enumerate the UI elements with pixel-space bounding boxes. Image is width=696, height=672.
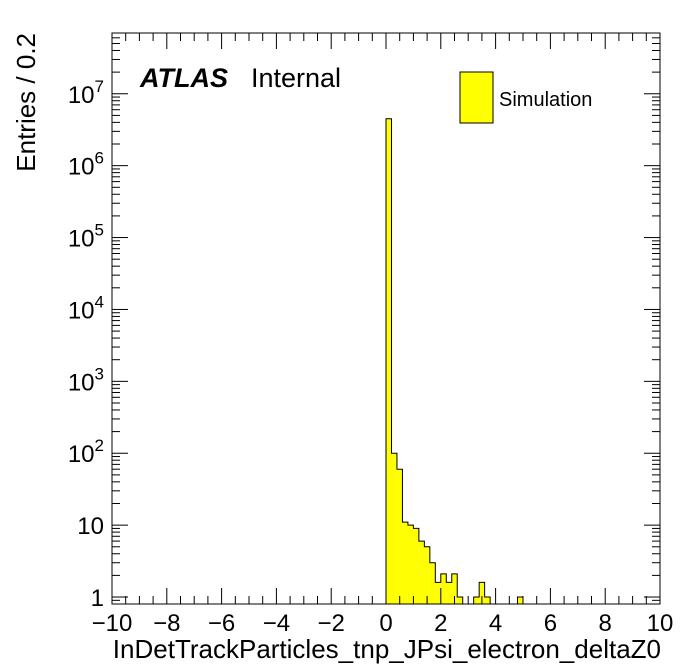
histogram-bar	[457, 597, 463, 604]
histogram-bar	[418, 541, 425, 604]
x-tick-label: 8	[599, 610, 612, 637]
histogram-bar	[451, 573, 458, 604]
histogram-bar	[386, 118, 392, 604]
histogram-bar	[424, 546, 430, 604]
y-tick-label: 105	[68, 221, 104, 253]
y-tick-label: 107	[68, 77, 104, 109]
y-tick-label: 104	[68, 292, 104, 324]
x-tick-label: 6	[544, 610, 557, 637]
x-tick-label: 2	[434, 610, 447, 637]
histogram-bar	[402, 522, 408, 604]
x-axis-title: InDetTrackParticles_tnp_JPsi_electron_de…	[113, 634, 661, 664]
y-tick-label: 106	[68, 149, 104, 181]
legend-label: Simulation	[499, 89, 592, 111]
histogram-bar	[435, 582, 441, 604]
histogram-bar	[396, 469, 403, 604]
x-tick-label: 4	[489, 610, 502, 637]
histogram-bar	[446, 582, 452, 604]
x-tick-label: −8	[153, 610, 180, 637]
legend-swatch	[459, 71, 494, 124]
histogram-bars	[385, 118, 524, 604]
y-tick-label: 10	[77, 513, 104, 540]
x-tick-label: 0	[379, 610, 392, 637]
x-tick-label: 10	[647, 610, 674, 637]
histogram-bar	[484, 597, 491, 604]
y-tick-label: 1	[91, 585, 104, 612]
y-axis-title: Entries / 0.2	[11, 33, 41, 172]
internal-label: Internal	[251, 63, 341, 93]
histogram-bar	[391, 453, 397, 604]
histogram-bar	[407, 525, 414, 604]
y-tick-label: 102	[68, 436, 104, 468]
histogram-bar	[517, 597, 523, 604]
atlas-label: ATLAS	[139, 63, 228, 93]
x-tick-label: −6	[208, 610, 235, 637]
y-tick-label: 103	[68, 364, 104, 396]
y-tick-labels: 1 10 102 103 104 105 106 107	[68, 77, 104, 612]
x-tick-label: −4	[263, 610, 290, 637]
x-tick-label: −10	[92, 610, 133, 637]
axis-ticks	[111, 32, 661, 604]
histogram-bar	[440, 573, 447, 604]
x-tick-labels: −10 −8 −6 −4 −2 0 2 4 6 8 10	[92, 610, 674, 637]
x-tick-label: −2	[318, 610, 345, 637]
histogram-bar	[479, 582, 485, 604]
histogram-bar	[473, 597, 480, 604]
histogram-bar	[413, 528, 419, 604]
histogram-bar	[429, 562, 436, 604]
